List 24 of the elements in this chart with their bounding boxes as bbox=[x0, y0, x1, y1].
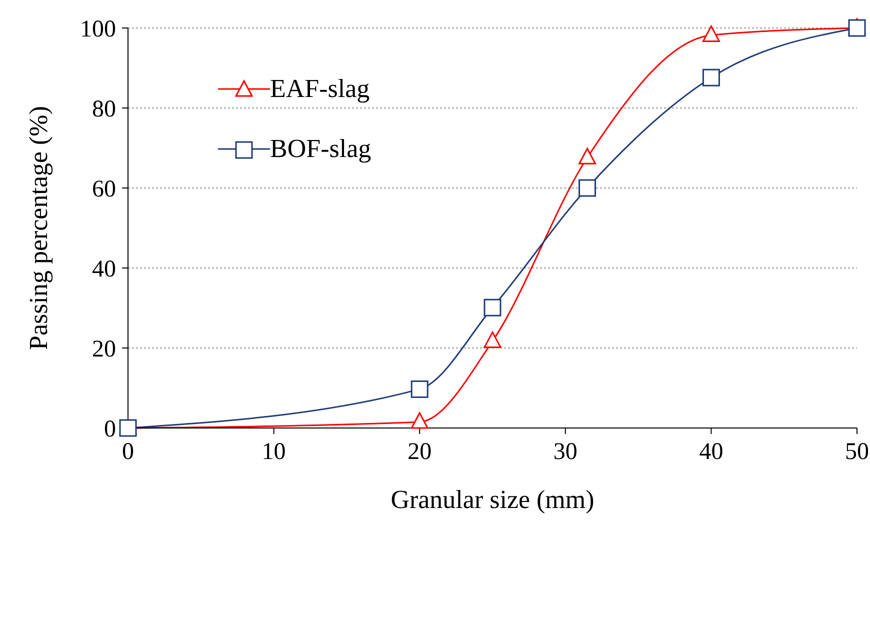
point bbox=[410, 380, 428, 398]
y-tick-label: 0 bbox=[104, 416, 116, 443]
x-tick-label: 50 bbox=[845, 439, 869, 466]
point bbox=[702, 68, 720, 86]
y-tick-label: 60 bbox=[92, 176, 116, 203]
y-axis-title: Passing percentage (%) bbox=[24, 106, 54, 350]
x-tick-label: 40 bbox=[699, 439, 724, 466]
point bbox=[484, 298, 502, 316]
point bbox=[578, 179, 596, 197]
y-tick-label: 20 bbox=[92, 336, 116, 363]
x-tick-label: 0 bbox=[122, 439, 134, 466]
y-tick-label: 80 bbox=[92, 96, 116, 123]
x-axis-title: Granular size (mm) bbox=[390, 485, 594, 514]
x-tick-label: 30 bbox=[553, 439, 578, 466]
y-tick-label: 40 bbox=[92, 256, 116, 283]
point bbox=[578, 148, 596, 164]
y-tick-label: 100 bbox=[80, 16, 116, 43]
legend-label: EAF-slag bbox=[270, 74, 370, 104]
point bbox=[410, 412, 428, 429]
point bbox=[702, 25, 720, 42]
legend-label: BOF-slag bbox=[270, 134, 372, 164]
x-tick-label: 10 bbox=[262, 439, 286, 466]
x-tick-label: 20 bbox=[408, 439, 432, 466]
point bbox=[484, 331, 502, 348]
